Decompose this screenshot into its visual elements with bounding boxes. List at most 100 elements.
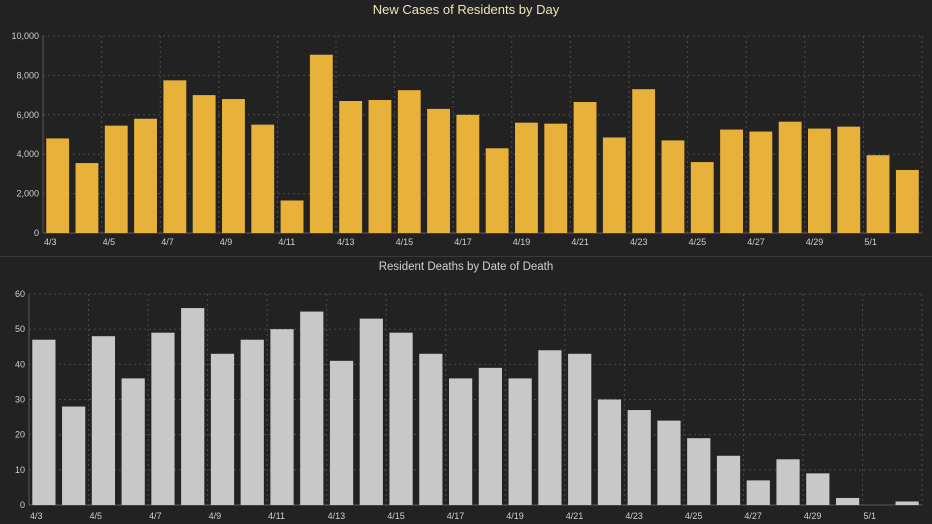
bar-4-5 [91, 336, 116, 505]
x-tick-label: 4/11 [268, 511, 285, 521]
bar-4-9 [222, 99, 245, 233]
bar-4-26 [720, 129, 743, 233]
bar-4-7 [163, 80, 187, 233]
bar-4-21 [573, 101, 597, 234]
bar-4-24 [661, 140, 685, 233]
bar-4-18 [485, 148, 509, 233]
bar-4-25 [687, 438, 711, 505]
x-tick-label: 4/11 [278, 237, 295, 247]
bar-4-10 [240, 339, 264, 505]
x-tick-label: 4/21 [566, 511, 584, 521]
bar-4-17 [456, 114, 480, 233]
x-tick-label: 4/7 [161, 237, 174, 247]
y-tick-label: 10 [15, 465, 25, 475]
bar-4-17 [449, 378, 473, 505]
y-tick-label: 4,000 [16, 149, 39, 159]
x-tick-label: 4/3 [30, 511, 43, 521]
bar-4-14 [359, 318, 383, 505]
x-tick-label: 5/1 [863, 511, 876, 521]
x-tick-label: 4/17 [454, 237, 472, 247]
y-tick-label: 20 [15, 430, 25, 440]
bar-4-20 [538, 350, 562, 505]
bar-4-10 [251, 124, 275, 233]
bar-4-16 [419, 353, 443, 505]
cases-chart-panel: New Cases of Residents by Day 0 2,000 4,00… [0, 0, 932, 256]
bar-4-5 [104, 125, 128, 233]
bar-4-23 [627, 410, 651, 505]
bar-4-11 [280, 200, 304, 233]
x-tick-label: 4/5 [103, 237, 116, 247]
bar-4-19 [515, 122, 538, 233]
bar-4-20 [544, 123, 568, 233]
bar-4-4 [62, 406, 86, 505]
x-tick-label: 4/7 [149, 511, 162, 521]
x-tick-label: 4/27 [744, 511, 762, 521]
bar-4-26 [716, 455, 741, 505]
bar-4-16 [427, 108, 450, 233]
y-tick-label: 60 [15, 289, 25, 299]
bar-5-1 [866, 155, 890, 233]
bar-4-29 [806, 473, 830, 505]
bar-4-6 [121, 378, 145, 505]
bar-4-12 [309, 54, 333, 234]
x-tick-label: 4/29 [804, 511, 822, 521]
x-tick-label: 4/23 [630, 237, 648, 247]
cases-bar-chart: 0 2,000 4,000 6,000 8,000 10,000 4/3 4/5 4/7 4/9 4… [11, 31, 923, 247]
x-tick-label: 4/13 [337, 237, 355, 247]
bar-4-8 [181, 308, 205, 505]
bar-4-28 [776, 459, 800, 505]
cases-chart-title: New Cases of Residents by Day [372, 2, 560, 17]
y-tick-label: 0 [20, 500, 25, 510]
bar-4-22 [602, 137, 626, 233]
bar-4-13 [329, 360, 354, 505]
y-tick-label: 50 [15, 324, 25, 334]
x-tick-label: 4/19 [513, 237, 531, 247]
chart-divider [0, 256, 932, 257]
y-tick-label: 0 [34, 228, 39, 238]
bar-4-15 [389, 332, 413, 505]
bar-4-18 [478, 367, 502, 505]
x-tick-label: 4/19 [506, 511, 524, 521]
bar-4-14 [368, 100, 392, 234]
bar-4-24 [657, 420, 681, 505]
bar-5-2 [895, 501, 919, 505]
y-tick-label: 30 [15, 395, 25, 405]
bar-4-11 [270, 329, 294, 505]
deaths-chart-panel: Resident Deaths by Date of Death 0 10 20 30… [0, 257, 932, 524]
x-tick-label: 4/15 [387, 511, 405, 521]
x-tick-label: 4/17 [447, 511, 465, 521]
bar-4-3 [46, 138, 70, 233]
bar-4-27 [746, 480, 770, 505]
bar-4-23 [632, 89, 656, 233]
bar-4-29 [808, 128, 831, 233]
y-tick-label: 10,000 [11, 31, 39, 41]
x-tick-label: 5/1 [864, 237, 877, 247]
bar-4-25 [690, 162, 714, 233]
bar-4-3 [32, 339, 56, 505]
x-tick-label: 4/9 [209, 511, 222, 521]
x-tick-label: 4/21 [571, 237, 589, 247]
y-tick-label: 2,000 [16, 189, 39, 199]
x-tick-label: 4/13 [328, 511, 346, 521]
bar-4-27 [749, 131, 773, 233]
bar-4-15 [397, 90, 421, 233]
y-tick-label: 40 [15, 359, 25, 369]
x-tick-label: 4/27 [747, 237, 765, 247]
y-tick-label: 6,000 [16, 110, 39, 120]
bar-4-6 [134, 118, 157, 233]
bar-4-4 [75, 163, 99, 233]
bar-4-30 [837, 126, 861, 233]
bar-4-12 [300, 311, 324, 505]
deaths-chart-title: Resident Deaths by Date of Death [378, 261, 554, 273]
x-tick-label: 4/5 [90, 511, 103, 521]
bar-5-2 [895, 169, 919, 233]
bar-4-22 [597, 399, 622, 505]
x-tick-label: 4/29 [806, 237, 824, 247]
bar-4-19 [508, 378, 532, 505]
x-tick-label: 4/23 [625, 511, 643, 521]
x-tick-label: 4/25 [685, 511, 703, 521]
bar-4-8 [192, 95, 216, 233]
y-tick-label: 8,000 [16, 70, 39, 80]
bar-4-13 [339, 101, 363, 233]
bar-4-28 [778, 121, 802, 233]
